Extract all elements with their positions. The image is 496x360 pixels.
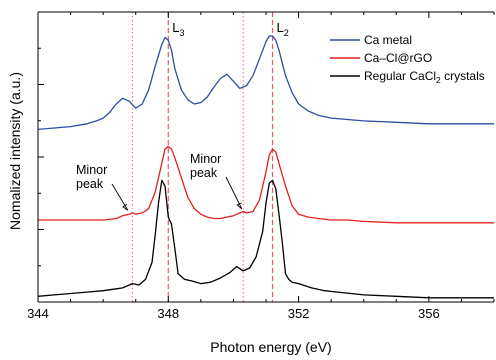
annotation-text-1-0: Minor [190, 152, 221, 166]
axes [37, 11, 495, 303]
x-axis-title: Photon energy (eV) [210, 339, 331, 355]
legend-label-2: Regular CaCl2 crystals [364, 69, 485, 85]
x-tick-label-344: 344 [27, 306, 49, 321]
reference-label-sub-1: 2 [284, 28, 289, 38]
x-tick-label-356: 356 [418, 306, 440, 321]
legend-label-part-2-b: 2 [436, 75, 441, 85]
series-line-2 [37, 179, 494, 299]
legend-label-part-2-c: crystals [441, 69, 485, 83]
series-line-1 [38, 145, 494, 224]
reference-label-sub-0: 3 [180, 28, 185, 38]
legend-label-part-2-a: Regular CaCl [364, 69, 436, 83]
y-axis-title: Nomalized intensity (a.u.) [7, 72, 23, 230]
reference-lines [131, 12, 274, 302]
annotation-arrow-0 [111, 183, 129, 211]
reference-label-1: L2 [277, 20, 289, 38]
series-lines [37, 35, 494, 299]
annotation-arrowhead-0 [122, 203, 129, 211]
annotation-arrowhead-1 [236, 202, 243, 210]
legend-label-1: Ca–Cl@rGO [364, 51, 432, 65]
series-line-0 [37, 35, 494, 131]
labels: L3 L2 344 348 352 356 Ca metal Ca–Cl@rGO Regular… [27, 20, 485, 321]
legend-label-0: Ca metal [364, 33, 412, 47]
annotation-text-0-0: Minor [76, 163, 107, 177]
reference-label-0: L3 [172, 20, 184, 38]
x-tick-label-348: 348 [157, 306, 179, 321]
annotation-text-1-1: peak [190, 166, 218, 180]
annotation-text-0-1: peak [76, 177, 104, 191]
x-tick-label-352: 352 [288, 306, 310, 321]
